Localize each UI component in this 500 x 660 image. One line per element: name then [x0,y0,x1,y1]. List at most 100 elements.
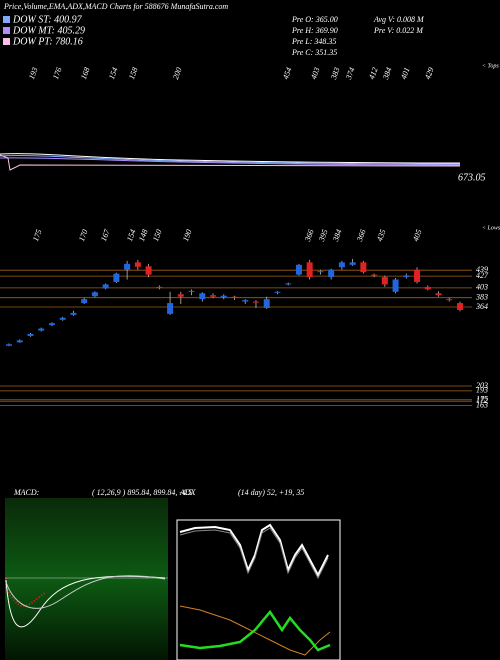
candle-body [70,312,77,315]
legend-label: DOW ST: 400.97 [12,14,83,25]
top-low-labels: 193 176 168 154 158 200 454 403 383 374 412 384 401 4… [27,63,500,243]
adx-params: (14 day) 52, +19, 35 [238,488,304,497]
info-text: Avg V: 0.008 M [373,15,425,24]
candle-body [210,295,217,297]
low-label: 148 [137,228,150,242]
low-label: 170 [77,228,90,242]
top-label: 384 [381,66,394,81]
low-label: 366 [355,228,368,243]
candle-body [263,299,270,308]
candle-body [252,301,259,303]
candle-body [199,293,206,300]
info-text: Pre H: 369.90 [291,26,338,35]
candle-body [177,294,184,297]
low-label: 154 [125,228,138,242]
candle-body [392,279,399,292]
candle-body [156,286,163,288]
top-label: 176 [51,66,64,80]
top-label: 383 [329,66,342,81]
candle-body [16,340,23,343]
low-label: 435 [375,228,388,242]
legend-swatch [3,38,10,45]
candle-body [242,300,249,302]
low-label: 167 [99,227,112,242]
info-text: Pre L: 348.35 [291,37,336,46]
top-label: 193 [27,66,40,80]
top-panel-lines [0,153,461,171]
candle-body [446,299,453,301]
info-block: Pre O: 365.00 Pre H: 369.90 Pre L: 348.35 P… [291,15,425,57]
candle-body [317,271,324,273]
candle-body [59,317,66,320]
low-label: 150 [151,228,164,242]
candle-body [403,275,410,278]
candle-body [6,344,12,346]
candle-body [134,262,141,267]
top-label: 412 [367,66,380,80]
top-label: 403 [309,66,322,80]
y-tick-label: 427 [476,271,489,280]
candle-body [188,290,195,292]
adx-lines [179,523,331,656]
y-tick-label: 203 [476,381,488,390]
candle-body [167,303,174,314]
y-tick-label: 439 [476,265,488,274]
top-label: 374 [344,66,357,81]
macd-label: MACD: [13,488,40,497]
low-label: 395 [317,228,330,243]
candle-body [274,291,281,293]
candle-body [220,295,227,298]
candle-body [360,262,367,273]
candle-body [38,328,45,331]
candle-body [27,333,34,336]
candle-body [113,273,120,282]
low-label: 190 [181,228,194,242]
candle-body [414,269,421,282]
y-tick-label: 175 [476,395,488,404]
candle-body [231,296,238,298]
candle-body [81,299,88,304]
candle-body [381,277,388,285]
top-label: 154 [107,66,120,80]
low-label: 175 [31,228,44,242]
candle-body [338,262,345,268]
low-note: < Lows [482,225,500,231]
candle-body [328,269,335,278]
top-panel-price: 673.05 [458,172,486,183]
low-label: 405 [411,228,424,242]
candle-body [435,293,442,296]
candle-body [124,263,131,270]
y-tick-label: 364 [475,302,488,311]
candle-body [371,274,378,276]
legend-swatch [3,27,10,34]
y-tick-label: 193 [476,386,488,395]
info-text: Pre V: 0.022 M [373,26,424,35]
legend-label: DOW PT: 780.16 [12,36,83,47]
y-tick-label: 163 [476,400,488,409]
low-label: 366 [303,228,316,243]
adx-label: ADX [179,488,197,497]
title: Price,Volume,EMA,ADX,MACD Charts for 588… [3,2,228,11]
top-label: 158 [127,66,140,80]
info-text: Pre C: 351.35 [291,48,337,57]
top-label: 168 [79,66,92,80]
candle-body [424,286,431,290]
y-tick-label: 383 [475,293,488,302]
candle-body [102,284,109,289]
candle-body [285,283,292,285]
macd-lines [5,575,168,628]
candles [6,258,463,347]
top-label: 454 [281,66,294,80]
macd-params: ( 12,26,9 ) 895.84, 899.84, -4.5 [92,488,192,497]
candle-body [306,262,313,278]
top-label: 200 [171,66,184,80]
candle-body [295,264,302,275]
candle-body [457,303,463,310]
low-label: 384 [331,228,344,243]
info-text: Pre O: 365.00 [291,15,338,24]
top-label: 401 [399,66,412,80]
legend-label: DOW MT: 405.29 [12,25,85,36]
